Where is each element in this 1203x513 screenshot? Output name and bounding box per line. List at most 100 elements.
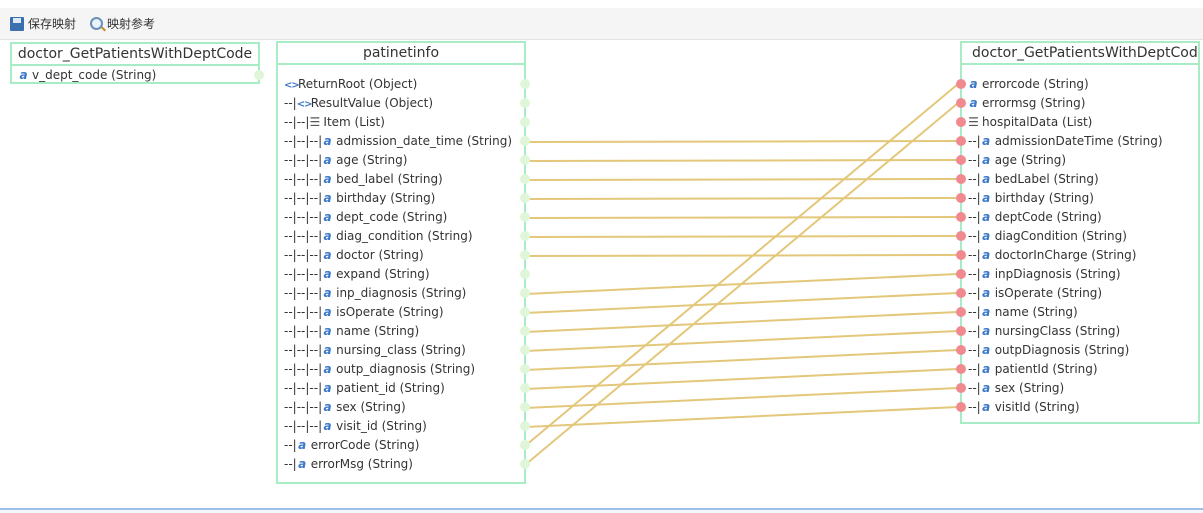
middle-field[interactable]: --|--|--|a name (String) — [284, 322, 419, 341]
middle-field[interactable]: --|--|☰ Item (List) — [284, 113, 385, 132]
middle-field[interactable]: --|--|--|a doctor (String) — [284, 246, 424, 265]
middle-field[interactable]: --|--|--|a isOperate (String) — [284, 303, 444, 322]
target-field[interactable]: --|a doctorInCharge (String) — [968, 246, 1136, 265]
middle-connector-dot[interactable] — [520, 440, 530, 450]
middle-field[interactable]: --|--|--|a patient_id (String) — [284, 379, 445, 398]
target-connector-dot[interactable] — [956, 383, 966, 393]
mapping-link[interactable] — [524, 159, 959, 162]
target-node[interactable]: doctor_GetPatientsWithDeptCode a errorcod… — [956, 41, 1200, 424]
middle-field[interactable]: --|--|--|a admission_date_time (String) — [284, 132, 512, 151]
middle-field[interactable]: <>ReturnRoot (Object) — [284, 75, 417, 94]
middle-connector-dot[interactable] — [520, 421, 530, 431]
target-field[interactable]: --|a name (String) — [968, 303, 1078, 322]
middle-connector-dot[interactable] — [520, 155, 530, 165]
mapping-link[interactable] — [524, 83, 959, 447]
target-connector-dot[interactable] — [956, 326, 966, 336]
target-field[interactable]: --|a inpDiagnosis (String) — [968, 265, 1121, 284]
mapping-link[interactable] — [524, 349, 959, 371]
target-connector-dot[interactable] — [956, 79, 966, 89]
target-connector-dot[interactable] — [956, 250, 966, 260]
mapping-link[interactable] — [524, 330, 959, 352]
middle-connector-dot[interactable] — [520, 326, 530, 336]
target-field[interactable]: --|a isOperate (String) — [968, 284, 1102, 303]
target-connector-dot[interactable] — [956, 364, 966, 374]
target-connector-dot[interactable] — [956, 402, 966, 412]
middle-connector-dot[interactable] — [520, 288, 530, 298]
source-node[interactable]: doctor_GetPatientsWithDeptCode a v_dept_c… — [10, 42, 264, 85]
middle-connector-dot[interactable] — [520, 345, 530, 355]
target-connector-dot[interactable] — [956, 307, 966, 317]
target-connector-dot[interactable] — [956, 98, 966, 108]
mapping-link[interactable] — [524, 368, 959, 390]
middle-field[interactable]: --|--|--|a diag_condition (String) — [284, 227, 473, 246]
middle-connector-dot[interactable] — [520, 117, 530, 127]
target-connector-dot[interactable] — [956, 155, 966, 165]
middle-connector-dot[interactable] — [520, 364, 530, 374]
target-connector-dot[interactable] — [956, 136, 966, 146]
middle-field[interactable]: --|--|--|a outp_diagnosis (String) — [284, 360, 475, 379]
target-field[interactable]: --|a birthday (String) — [968, 189, 1094, 208]
middle-field[interactable]: --|--|--|a nursing_class (String) — [284, 341, 466, 360]
middle-connector-dot[interactable] — [520, 383, 530, 393]
mapping-link[interactable] — [524, 216, 959, 219]
middle-connector-dot[interactable] — [520, 250, 530, 260]
middle-connector-dot[interactable] — [520, 136, 530, 146]
middle-field[interactable]: --|<>ResultValue (Object) — [284, 94, 433, 113]
mapping-link[interactable] — [524, 178, 959, 181]
mapping-link[interactable] — [524, 311, 959, 333]
mapping-link[interactable] — [524, 235, 959, 238]
middle-field[interactable]: --|a errorMsg (String) — [284, 455, 413, 474]
middle-connector-dot[interactable] — [520, 174, 530, 184]
target-field[interactable]: --|a deptCode (String) — [968, 208, 1102, 227]
target-field[interactable]: --|a admissionDateTime (String) — [968, 132, 1163, 151]
target-connector-dot[interactable] — [956, 193, 966, 203]
source-field[interactable]: a v_dept_code (String) — [18, 66, 156, 85]
mapping-reference-button[interactable]: 映射参考 — [90, 15, 155, 32]
target-connector-dot[interactable] — [956, 117, 966, 127]
middle-field[interactable]: --|--|--|a inp_diagnosis (String) — [284, 284, 466, 303]
source-connector-dot[interactable] — [254, 70, 264, 80]
target-connector-dot[interactable] — [956, 269, 966, 279]
middle-connector-dot[interactable] — [520, 193, 530, 203]
middle-connector-dot[interactable] — [520, 98, 530, 108]
middle-connector-dot[interactable] — [520, 269, 530, 279]
middle-field[interactable]: --|a errorCode (String) — [284, 436, 419, 455]
middle-field[interactable]: --|--|--|a dept_code (String) — [284, 208, 447, 227]
middle-field[interactable]: --|--|--|a sex (String) — [284, 398, 406, 417]
target-field[interactable]: --|a outpDiagnosis (String) — [968, 341, 1129, 360]
middle-field[interactable]: --|--|--|a bed_label (String) — [284, 170, 443, 189]
target-connector-dot[interactable] — [956, 231, 966, 241]
middle-connector-dot[interactable] — [520, 79, 530, 89]
target-field[interactable]: a errormsg (String) — [968, 94, 1085, 113]
target-field[interactable]: --|a nursingClass (String) — [968, 322, 1120, 341]
save-mapping-button[interactable]: 保存映射 — [10, 15, 76, 32]
target-field[interactable]: a errorcode (String) — [968, 75, 1088, 94]
mapping-link[interactable] — [524, 102, 959, 466]
middle-connector-dot[interactable] — [520, 212, 530, 222]
middle-field[interactable]: --|--|--|a birthday (String) — [284, 189, 435, 208]
target-connector-dot[interactable] — [956, 212, 966, 222]
middle-connector-dot[interactable] — [520, 459, 530, 469]
target-field[interactable]: ☰ hospitalData (List) — [968, 113, 1092, 132]
mapping-link[interactable] — [524, 140, 959, 143]
mapping-link[interactable] — [524, 197, 959, 200]
middle-node[interactable]: patinetinfo <>ReturnRoot (Object) --|<>Re… — [276, 41, 530, 484]
middle-connector-dot[interactable] — [520, 402, 530, 412]
middle-field[interactable]: --|--|--|a expand (String) — [284, 265, 430, 284]
middle-field[interactable]: --|--|--|a visit_id (String) — [284, 417, 427, 436]
middle-field[interactable]: --|--|--|a age (String) — [284, 151, 407, 170]
target-field[interactable]: --|a visitId (String) — [968, 398, 1080, 417]
target-connector-dot[interactable] — [956, 345, 966, 355]
mapping-link[interactable] — [524, 292, 959, 314]
target-connector-dot[interactable] — [956, 174, 966, 184]
middle-connector-dot[interactable] — [520, 307, 530, 317]
target-field[interactable]: --|a diagCondition (String) — [968, 227, 1127, 246]
target-field[interactable]: --|a bedLabel (String) — [968, 170, 1099, 189]
target-field[interactable]: --|a patientId (String) — [968, 360, 1098, 379]
target-field[interactable]: --|a sex (String) — [968, 379, 1064, 398]
mapping-link[interactable] — [524, 254, 959, 257]
middle-connector-dot[interactable] — [520, 231, 530, 241]
target-field[interactable]: --|a age (String) — [968, 151, 1066, 170]
mapping-link[interactable] — [524, 406, 959, 428]
target-connector-dot[interactable] — [956, 288, 966, 298]
